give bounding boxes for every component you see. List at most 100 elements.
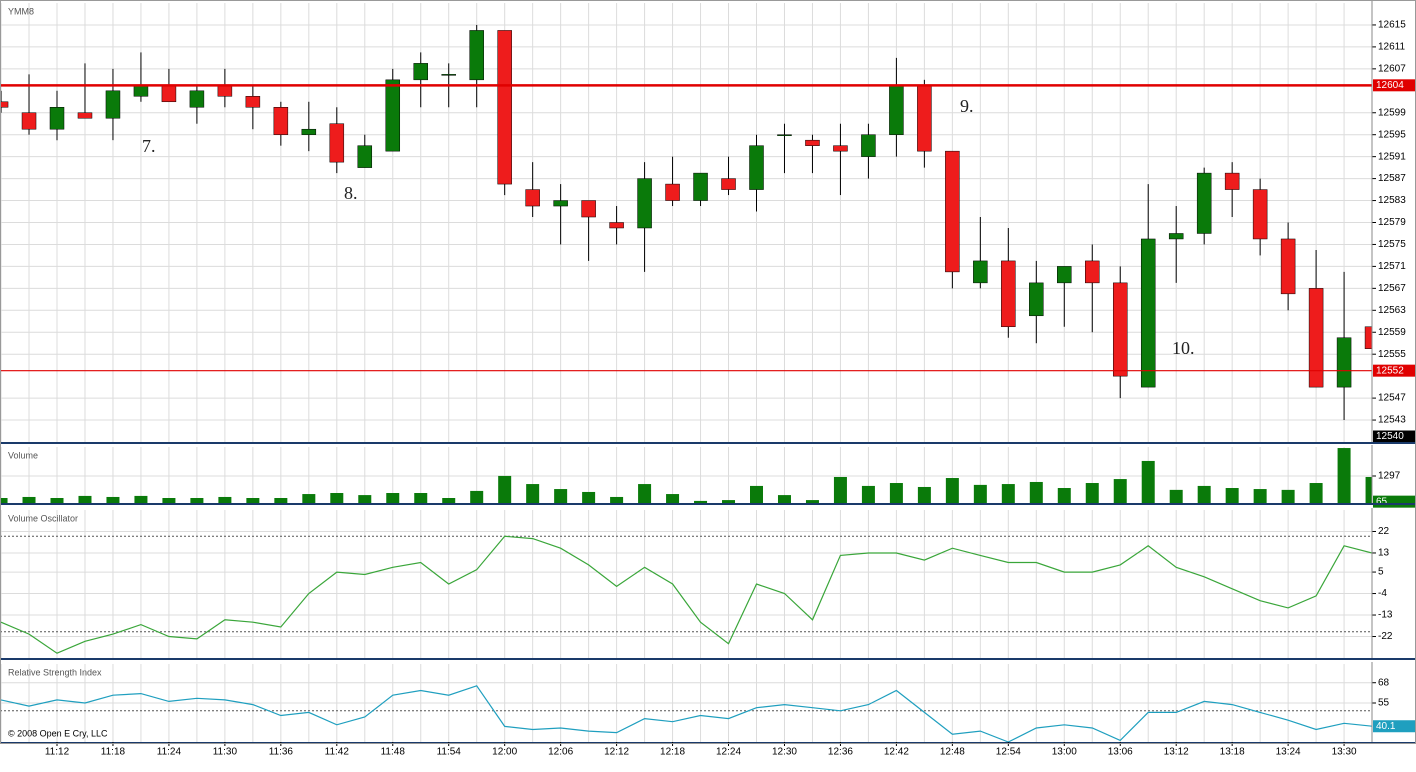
candle-body: [245, 96, 261, 108]
level-label: 40.1: [1376, 721, 1396, 732]
panel-title: YMM8: [8, 6, 34, 16]
volume-bar: [1141, 460, 1155, 503]
y-tick-label: 12543: [1378, 415, 1406, 426]
candle-body: [945, 150, 960, 273]
level-label: 12540: [1376, 431, 1404, 442]
y-tick-label: 1297: [1378, 471, 1401, 482]
volume-bar: [0, 498, 8, 503]
volume-bar: [973, 484, 987, 503]
volume-bar: [162, 498, 176, 503]
x-tick-label: 12:30: [772, 747, 797, 758]
candle-body: [1364, 326, 1372, 349]
x-tick-label: 11:48: [381, 747, 406, 758]
panel-title: Volume: [8, 450, 38, 460]
candle-body: [861, 134, 876, 157]
candle-body: [693, 172, 708, 201]
x-tick-label: 13:00: [1052, 747, 1077, 758]
annotation: 7.: [142, 136, 156, 156]
candle-body: [441, 74, 456, 76]
volume-bar: [1029, 481, 1043, 503]
x-tick-label: 13:30: [1332, 747, 1357, 758]
volume-bar: [470, 490, 484, 503]
x-tick-label: 12:54: [996, 747, 1021, 758]
volume-bar: [666, 494, 680, 503]
level-label-bg: [1373, 79, 1415, 92]
x-tick-label: 12:06: [548, 747, 573, 758]
candle-body: [1336, 337, 1352, 388]
candle-body: [497, 30, 512, 185]
y-tick-label: 12571: [1378, 261, 1406, 272]
y-tick-label: 12567: [1378, 283, 1406, 294]
candle-body: [1252, 189, 1268, 240]
x-tick-label: 12:00: [492, 747, 517, 758]
volume-bar: [442, 498, 456, 503]
candle-body: [1168, 233, 1184, 240]
candle-body: [581, 200, 596, 218]
candle-body: [413, 63, 428, 81]
x-tick-label: 11:12: [45, 747, 70, 758]
volume-bar: [246, 498, 260, 503]
volume-bar: [1057, 488, 1071, 503]
y-tick-label: 55: [1378, 698, 1390, 709]
x-tick-label: 13:18: [1220, 747, 1245, 758]
volume-bar: [1197, 485, 1211, 503]
volume-bar: [1001, 484, 1015, 503]
y-tick-label: 12555: [1378, 349, 1406, 360]
y-tick-label: 12595: [1378, 129, 1406, 140]
candle-body: [1308, 288, 1324, 388]
level-label: 65: [1376, 496, 1388, 507]
indicator-line: [0, 535, 1372, 654]
volume-bar: [638, 484, 652, 503]
x-tick-label: 11:42: [325, 747, 350, 758]
candle-body: [189, 90, 205, 108]
candle-body: [49, 107, 65, 130]
volume-bar: [414, 493, 428, 503]
volume-bar: [498, 475, 512, 503]
candle-body: [1057, 266, 1072, 284]
volume-bar: [22, 496, 36, 503]
x-tick-label: 13:12: [1164, 747, 1189, 758]
volume-bar: [526, 484, 540, 503]
volume-bar: [610, 496, 624, 503]
candle-body: [553, 200, 568, 207]
y-tick-label: 5: [1378, 567, 1384, 578]
candle-body: [385, 79, 401, 152]
candle-body: [329, 123, 345, 163]
candle-body: [357, 145, 373, 168]
level-label-bg: [1373, 430, 1415, 443]
volume-bar: [386, 493, 400, 503]
y-tick-label: -13: [1378, 610, 1393, 621]
volume-bar: [1113, 479, 1127, 503]
y-tick-label: 13: [1378, 548, 1390, 559]
volume-bar: [358, 495, 372, 503]
level-label-bg: [1373, 720, 1415, 733]
y-tick-label: 12591: [1378, 151, 1406, 162]
x-tick-label: 11:54: [437, 747, 462, 758]
candle-body: [21, 112, 37, 130]
candle-body: [1001, 260, 1016, 328]
x-tick-label: 11:30: [213, 747, 238, 758]
volume-bar: [1309, 483, 1323, 503]
volume-bar: [945, 478, 959, 503]
y-tick-label: 68: [1378, 677, 1390, 688]
volume-bar: [1253, 489, 1267, 503]
candle-body: [0, 101, 9, 108]
candle-body: [833, 145, 848, 152]
candle-body: [217, 85, 233, 97]
x-tick-label: 12:18: [660, 747, 685, 758]
grid: [0, 3, 1372, 742]
y-tick-label: 12575: [1378, 239, 1406, 250]
x-tick-label: 11:18: [101, 747, 126, 758]
candle-body: [1196, 172, 1212, 234]
candle-body: [1085, 260, 1100, 284]
volume-bar: [805, 500, 819, 503]
volume-bar: [1085, 483, 1099, 503]
volume-bar: [134, 495, 148, 503]
candle-body: [525, 189, 540, 207]
candle-body: [917, 85, 932, 152]
x-tick-label: 12:12: [604, 747, 629, 758]
x-tick-label: 12:48: [940, 747, 965, 758]
volume-bar: [1281, 489, 1295, 503]
